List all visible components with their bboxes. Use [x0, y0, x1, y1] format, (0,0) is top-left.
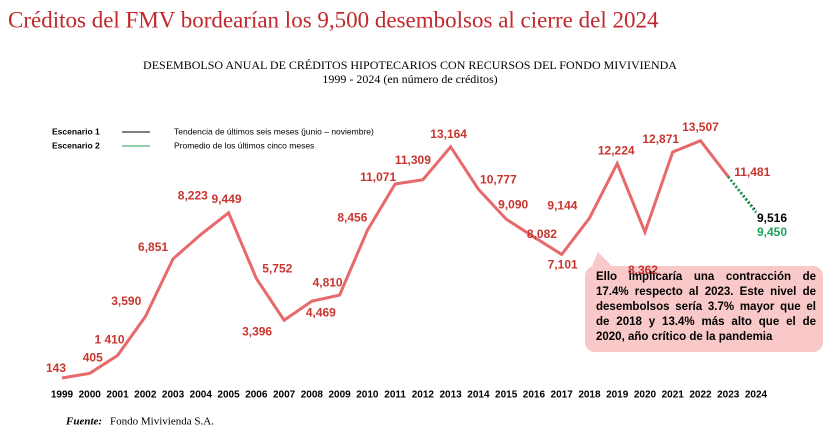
x-tick-label: 2009 — [328, 390, 351, 401]
x-tick-label: 2008 — [301, 390, 324, 401]
data-label: 6,851 — [138, 240, 168, 254]
data-label: 4,810 — [313, 275, 343, 289]
data-label: 10,777 — [480, 172, 517, 186]
x-tick-label: 2014 — [467, 390, 490, 401]
x-tick-label: 2021 — [662, 390, 685, 401]
data-label: 11,309 — [395, 153, 431, 167]
data-label: 8,456 — [337, 211, 367, 225]
x-tick-label: 1999 — [51, 390, 74, 401]
data-label: 11,481 — [734, 165, 770, 179]
data-line — [61, 138, 730, 380]
x-tick-label: 2018 — [578, 390, 601, 401]
x-tick-label: 2001 — [106, 390, 129, 401]
data-label: 9,144 — [547, 198, 577, 212]
x-tick-label: 2011 — [384, 390, 406, 401]
data-label: 9,090 — [498, 197, 528, 211]
data-label: 13,507 — [682, 120, 719, 134]
x-tick-label: 2022 — [689, 390, 712, 401]
data-label: 3,396 — [242, 324, 272, 338]
data-label: 9,449 — [212, 192, 242, 206]
data-label: 8,082 — [527, 227, 557, 241]
chart-title: Créditos del FMV bordearían los 9,500 de… — [8, 7, 659, 32]
data-label: 3,590 — [111, 294, 141, 308]
data-label: 13,164 — [430, 127, 467, 141]
x-tick-label: 2013 — [440, 390, 463, 401]
data-label: 12,871 — [642, 132, 679, 146]
x-tick-label: 2005 — [217, 390, 240, 401]
x-tick-label: 2004 — [190, 390, 213, 401]
scenario-line — [727, 175, 757, 214]
chart-subtitle: 1999 - 2024 (en número de créditos) — [322, 72, 497, 86]
data-label: 143 — [46, 361, 66, 375]
callout-box — [585, 266, 823, 352]
x-tick-label: 2020 — [634, 390, 657, 401]
data-label: 9,516 — [757, 211, 787, 225]
data-label: 8,362 — [628, 263, 658, 277]
x-tick-label: 2000 — [79, 390, 102, 401]
x-tick-label: 2024 — [745, 390, 768, 401]
data-label: 8,223 — [178, 189, 208, 203]
annotation: Ello implicaría una contracción de 17.4%… — [596, 271, 816, 343]
x-tick-label: 2007 — [273, 390, 296, 401]
legend-label: Escenario 2 — [52, 140, 100, 150]
source-label: Fuente: — [65, 416, 102, 428]
data-label: 405 — [83, 350, 103, 364]
data-label: 1 410 — [95, 333, 125, 347]
x-tick-label: 2016 — [523, 390, 546, 401]
chart-subtitle: DESEMBOLSO ANUAL DE CRÉDITOS HIPOTECARIO… — [143, 58, 677, 72]
source: Fondo Mivivienda S.A. — [110, 416, 214, 428]
data-label: 11,071 — [360, 170, 396, 184]
x-tick-label: 2012 — [412, 390, 435, 401]
data-label: 12,224 — [598, 144, 635, 158]
data-label: 4,469 — [306, 305, 336, 319]
data-label: 9,450 — [757, 225, 787, 239]
data-label: 7,101 — [548, 258, 578, 272]
x-tick-label: 2003 — [162, 390, 185, 401]
callout-pointer — [592, 252, 612, 266]
x-tick-label: 2019 — [606, 390, 629, 401]
legend-label: Escenario 1 — [52, 126, 100, 136]
x-tick-label: 2006 — [245, 390, 268, 401]
legend-text: Tendencia de últimos seis meses (junio –… — [174, 126, 374, 136]
data-label: 5,752 — [262, 262, 292, 276]
x-tick-label: 2023 — [717, 390, 740, 401]
legend-text: Promedio de los últimos cinco meses — [174, 140, 314, 150]
x-tick-label: 2017 — [551, 390, 574, 401]
x-tick-label: 2010 — [356, 390, 379, 401]
x-tick-label: 2015 — [495, 390, 518, 401]
x-tick-label: 2002 — [134, 390, 157, 401]
